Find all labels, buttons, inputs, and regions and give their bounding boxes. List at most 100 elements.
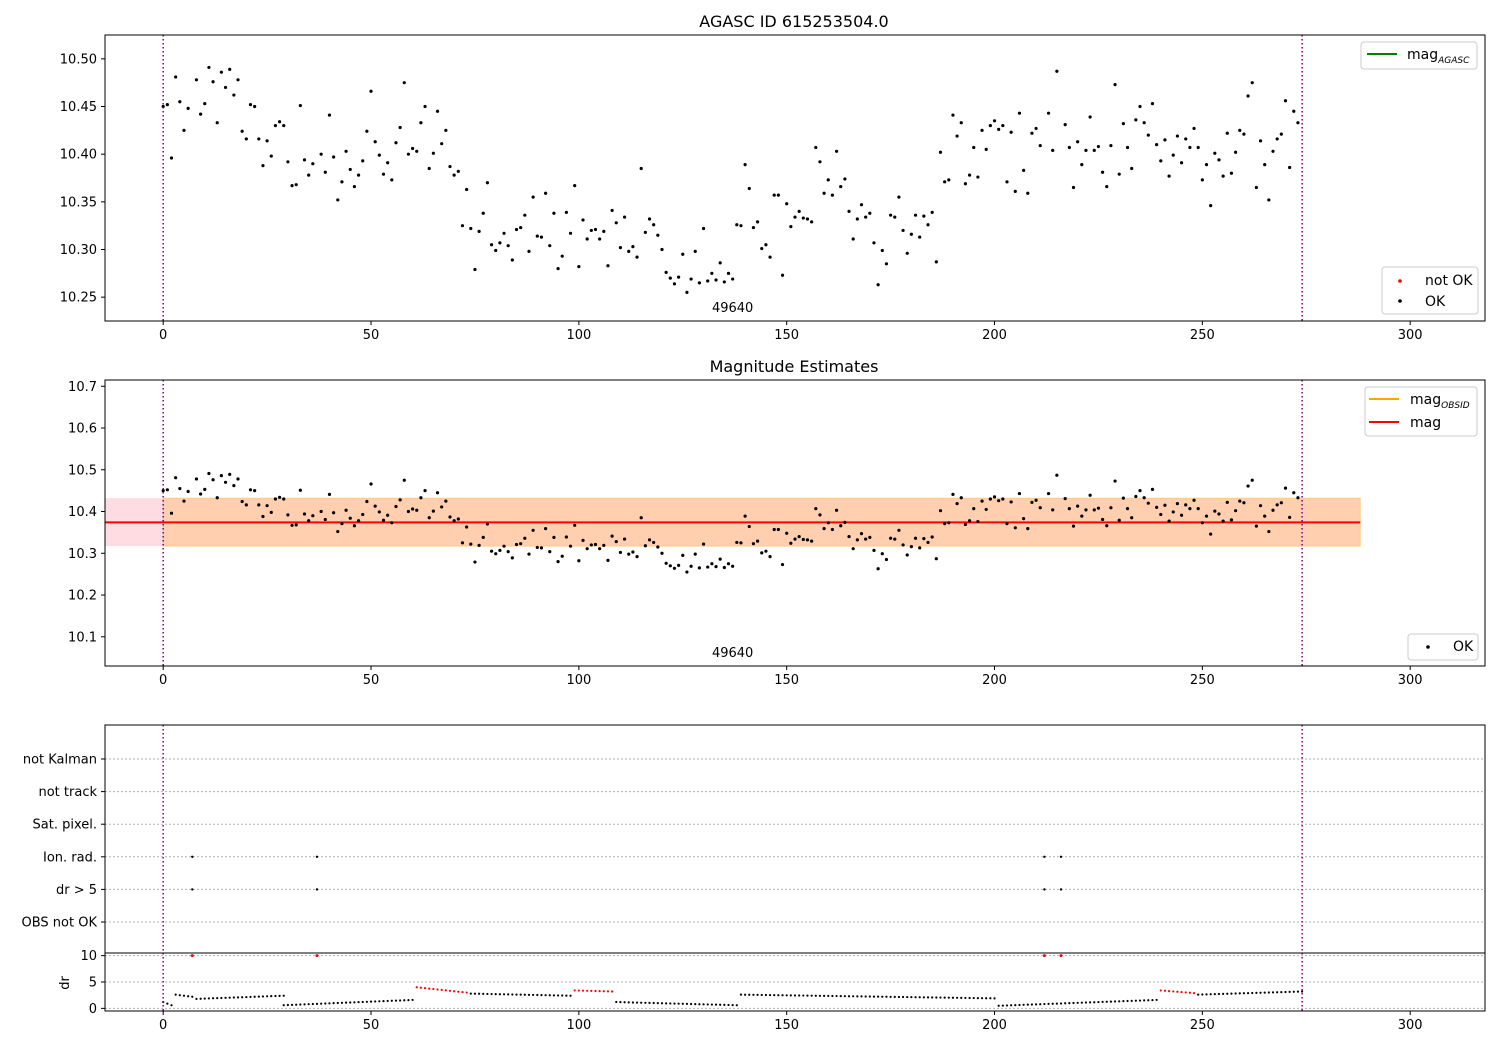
data-point — [510, 556, 514, 560]
dr-point — [1030, 1003, 1034, 1006]
data-point — [710, 562, 714, 566]
dr-point — [611, 990, 614, 993]
data-point — [1134, 118, 1138, 122]
data-point — [1092, 508, 1096, 512]
data-point — [1242, 501, 1246, 505]
data-point — [810, 539, 814, 543]
data-point — [460, 541, 465, 545]
data-point — [498, 548, 502, 552]
data-point — [361, 512, 365, 517]
data-point — [398, 125, 402, 130]
data-point — [589, 543, 593, 547]
data-point — [1001, 497, 1005, 501]
dr-point — [802, 994, 805, 997]
data-point — [1150, 102, 1155, 106]
data-point — [805, 217, 810, 221]
dr-point — [399, 999, 402, 1002]
dr-point — [1296, 990, 1300, 993]
legend-line[interactable]: magAGASC — [1360, 41, 1478, 70]
dr-point — [357, 1001, 360, 1004]
data-point — [1200, 178, 1204, 182]
data-point — [1022, 517, 1026, 521]
data-point — [731, 277, 735, 281]
dr-point — [710, 1003, 713, 1006]
dr-point — [311, 1002, 314, 1006]
legend-lines[interactable]: magOBSID mag — [1364, 386, 1478, 437]
data-point — [223, 480, 228, 484]
data-point — [614, 221, 618, 225]
data-point — [1155, 143, 1159, 147]
dr-point — [685, 1002, 689, 1005]
data-point — [1279, 132, 1283, 136]
data-point — [1117, 518, 1121, 522]
data-point — [851, 547, 855, 551]
legend-label-ok: OK — [1453, 639, 1474, 655]
data-point — [664, 270, 668, 274]
data-point — [614, 539, 618, 544]
data-point — [1125, 145, 1130, 150]
x-tick-label: 250 — [1190, 328, 1215, 343]
data-point — [1138, 104, 1142, 109]
y-tick-label: 10.5 — [68, 463, 97, 478]
dr-point — [586, 989, 589, 992]
dr-point — [295, 1003, 298, 1006]
dr-point — [889, 995, 892, 998]
data-point — [510, 258, 514, 262]
data-point — [298, 488, 302, 492]
data-point — [722, 565, 726, 570]
dr-point — [536, 993, 539, 997]
data-point — [573, 523, 577, 527]
data-point — [232, 484, 236, 488]
data-point — [477, 543, 481, 547]
data-point — [656, 545, 660, 549]
dr-point — [1034, 1003, 1038, 1006]
data-point — [972, 506, 976, 511]
data-point — [747, 524, 751, 529]
dr-point — [220, 996, 223, 1000]
dr-point — [328, 1002, 331, 1005]
data-point — [955, 501, 959, 506]
data-point — [652, 540, 656, 545]
dr-point — [1292, 990, 1295, 993]
data-point — [689, 564, 693, 568]
dr-point — [1184, 991, 1187, 994]
legend-markers[interactable]: OK — [1407, 633, 1479, 661]
data-point — [452, 519, 456, 523]
dr-point — [698, 1003, 701, 1006]
data-point — [523, 536, 527, 540]
data-point — [1263, 163, 1267, 167]
data-point — [797, 534, 801, 539]
data-point — [485, 522, 490, 526]
data-point — [689, 277, 693, 281]
data-point — [290, 523, 294, 527]
plot-area — [105, 380, 1361, 666]
data-point — [286, 160, 290, 164]
data-point — [1175, 134, 1180, 138]
y-tick-label: 10.3 — [68, 547, 97, 562]
dr-point — [195, 997, 198, 1000]
legend-label-mag: mag — [1410, 415, 1441, 431]
dr-point — [432, 987, 435, 991]
dr-point — [282, 994, 285, 997]
data-point — [610, 208, 614, 213]
data-point — [901, 228, 905, 233]
flag-row-label: dr > 5 — [56, 883, 97, 898]
dr-point — [365, 1000, 368, 1003]
dr-point — [1176, 990, 1179, 993]
legend-markers[interactable]: not OK OK — [1381, 266, 1479, 315]
data-point — [240, 129, 244, 133]
data-point — [668, 564, 672, 568]
data-point — [905, 553, 909, 557]
data-point — [1217, 512, 1221, 516]
data-point — [211, 478, 215, 482]
dr-point — [1097, 1000, 1100, 1004]
data-point — [398, 498, 402, 502]
data-point — [1213, 509, 1217, 513]
data-point — [909, 232, 913, 236]
data-point — [248, 488, 253, 492]
data-point — [465, 525, 469, 529]
data-point — [1146, 501, 1150, 505]
data-point — [826, 178, 830, 182]
data-point — [967, 519, 972, 523]
